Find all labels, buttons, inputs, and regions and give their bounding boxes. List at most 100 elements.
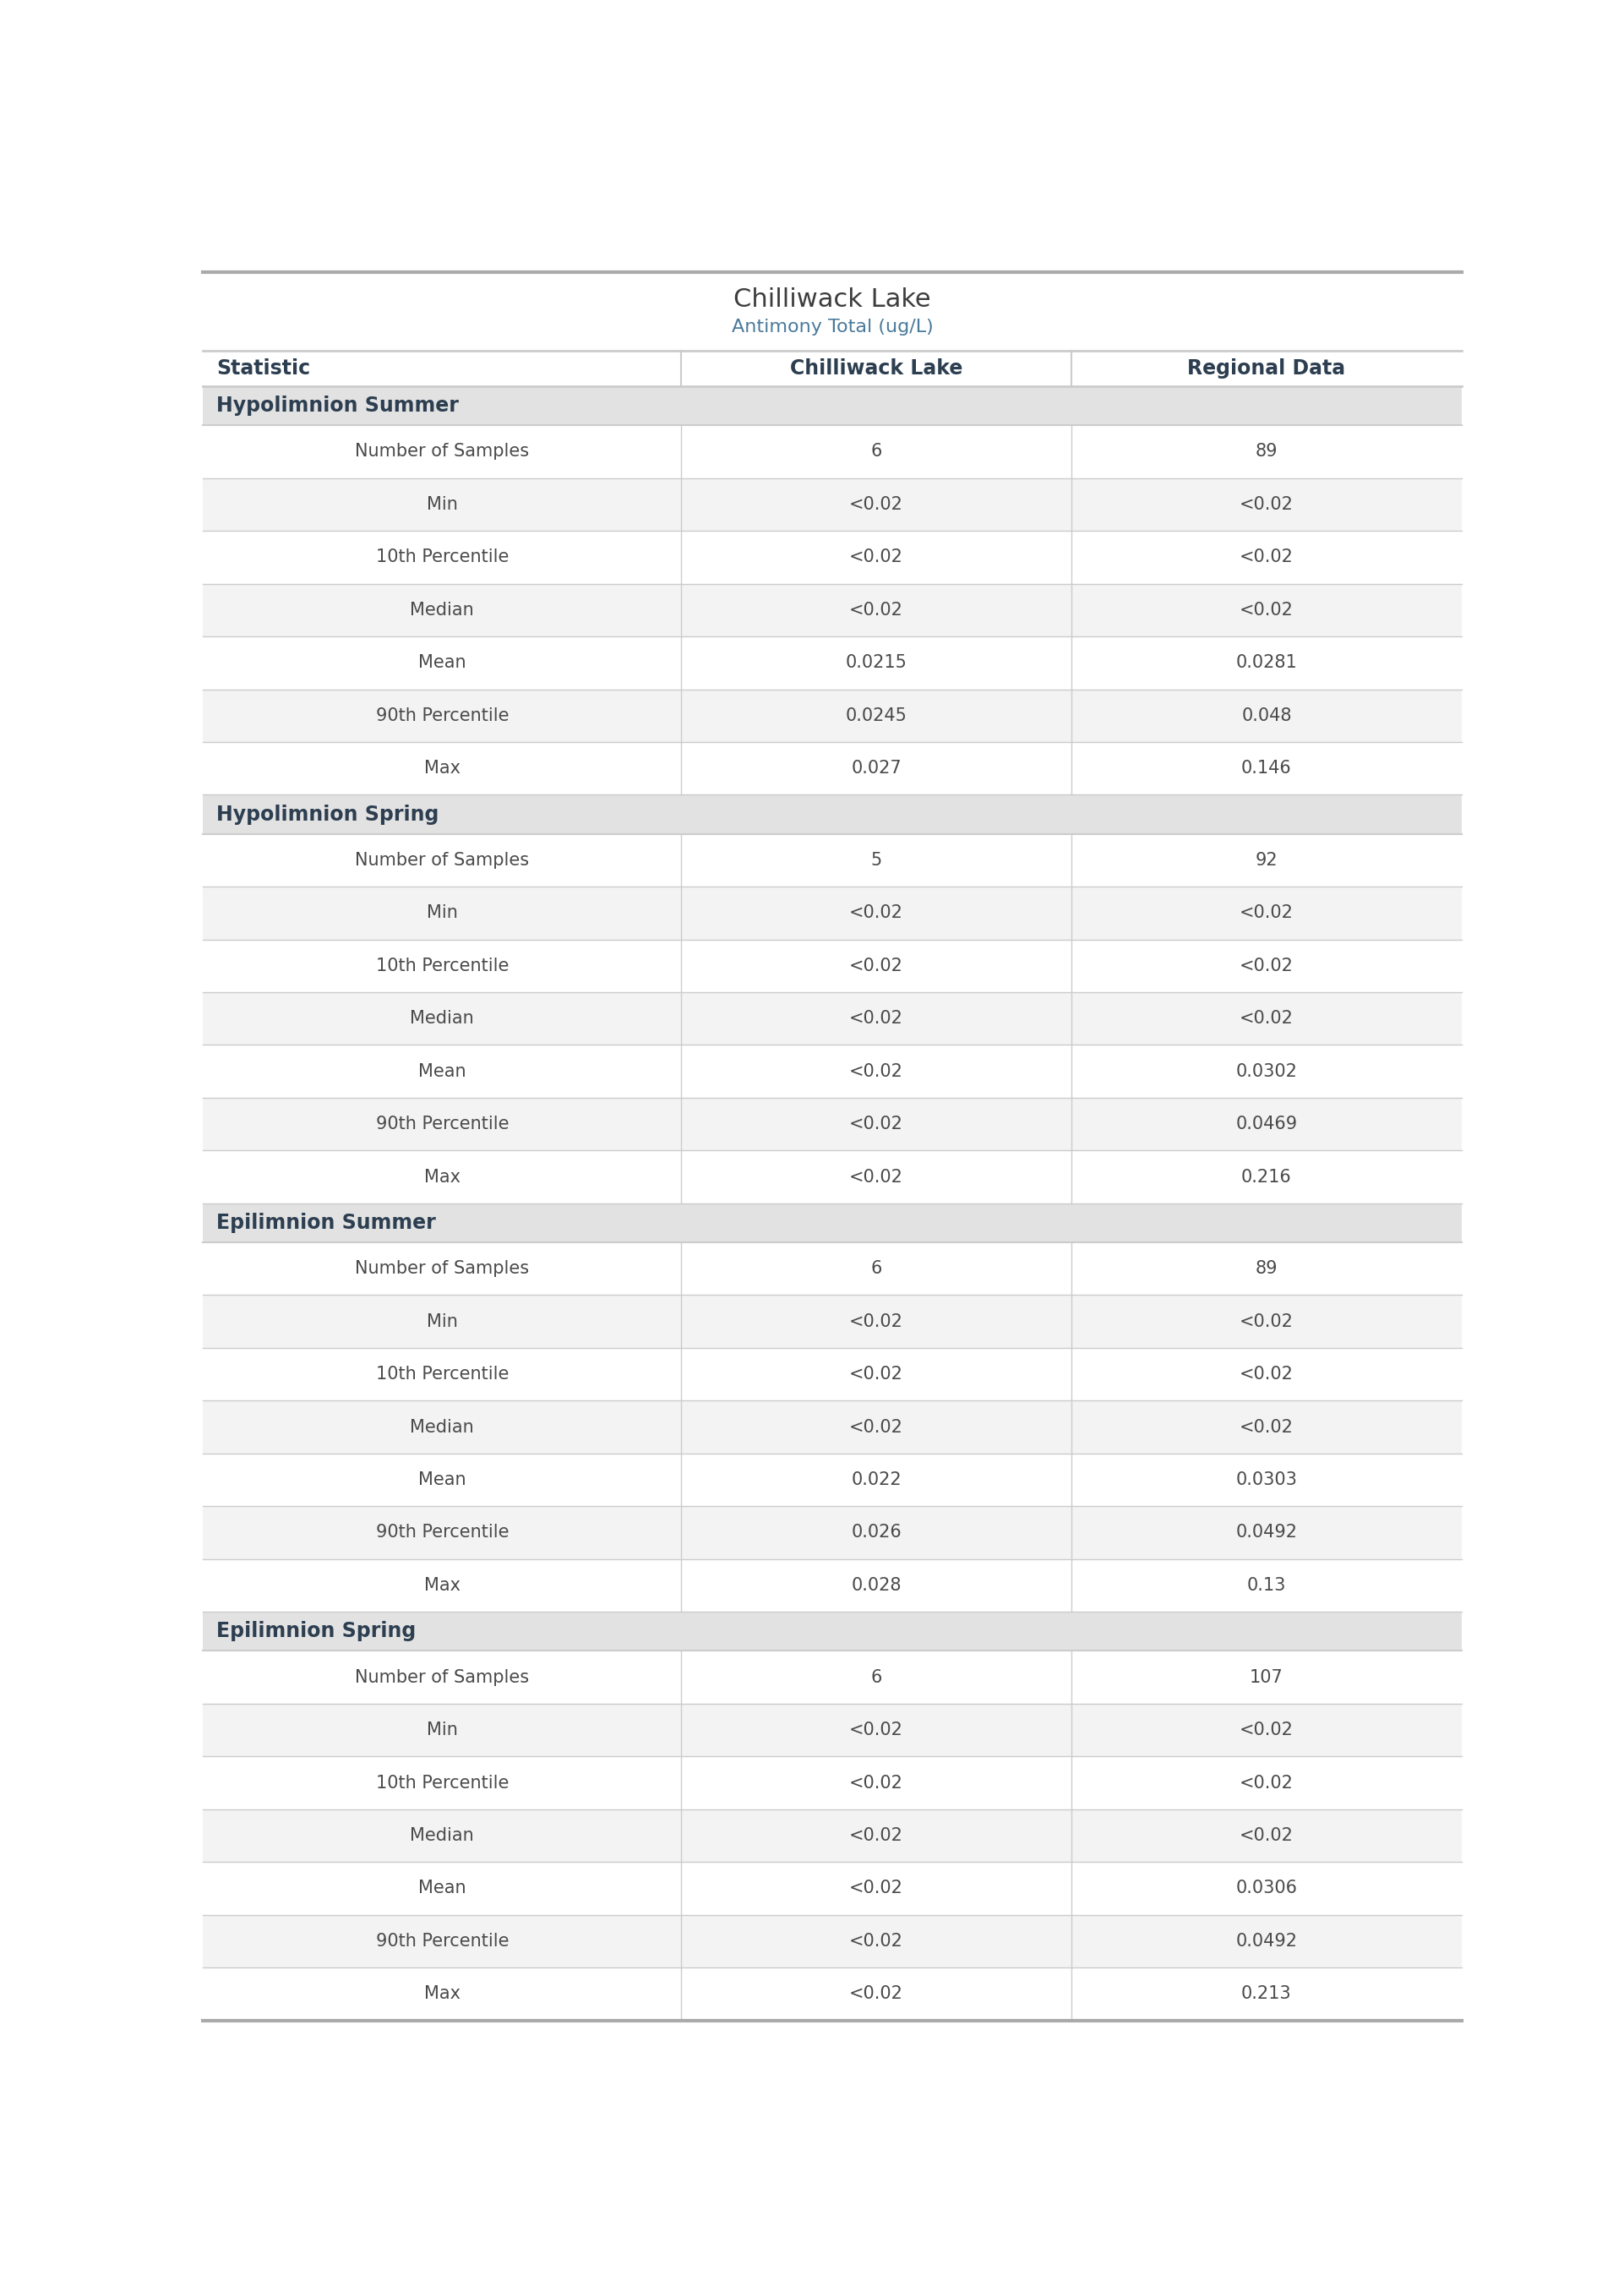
Bar bbox=[203, 1968, 1462, 2020]
Text: <0.02: <0.02 bbox=[849, 1721, 903, 1739]
Text: 0.0302: 0.0302 bbox=[1236, 1062, 1298, 1081]
Text: <0.02: <0.02 bbox=[849, 1062, 903, 1081]
Bar bbox=[203, 583, 1462, 636]
Text: <0.02: <0.02 bbox=[849, 497, 903, 513]
Bar bbox=[203, 1809, 1462, 1861]
Text: 90th Percentile: 90th Percentile bbox=[375, 708, 508, 724]
Text: Min: Min bbox=[427, 497, 458, 513]
Bar bbox=[203, 479, 1462, 531]
Text: Epilimnion Spring: Epilimnion Spring bbox=[216, 1621, 416, 1641]
Text: 0.022: 0.022 bbox=[851, 1471, 901, 1489]
Text: 10th Percentile: 10th Percentile bbox=[375, 549, 508, 565]
Bar bbox=[203, 636, 1462, 690]
Text: Number of Samples: Number of Samples bbox=[356, 851, 529, 869]
Text: 6: 6 bbox=[870, 443, 882, 461]
Text: Regional Data: Regional Data bbox=[1187, 359, 1346, 379]
Text: <0.02: <0.02 bbox=[1239, 497, 1293, 513]
Text: <0.02: <0.02 bbox=[1239, 958, 1293, 974]
Text: 90th Percentile: 90th Percentile bbox=[375, 1932, 508, 1950]
Text: 89: 89 bbox=[1255, 443, 1278, 461]
Text: Number of Samples: Number of Samples bbox=[356, 1668, 529, 1687]
Text: <0.02: <0.02 bbox=[849, 1827, 903, 1843]
Bar bbox=[203, 1861, 1462, 1914]
Bar bbox=[203, 833, 1462, 888]
Text: 0.213: 0.213 bbox=[1241, 1986, 1291, 2002]
Text: <0.02: <0.02 bbox=[849, 602, 903, 617]
Text: <0.02: <0.02 bbox=[849, 958, 903, 974]
Bar bbox=[203, 742, 1462, 794]
Text: 5: 5 bbox=[870, 851, 882, 869]
Text: <0.02: <0.02 bbox=[849, 1775, 903, 1791]
Text: <0.02: <0.02 bbox=[849, 1932, 903, 1950]
Bar bbox=[203, 1612, 1462, 1650]
Text: 10th Percentile: 10th Percentile bbox=[375, 958, 508, 974]
Text: <0.02: <0.02 bbox=[849, 1419, 903, 1435]
Text: 0.026: 0.026 bbox=[851, 1523, 901, 1541]
Text: Max: Max bbox=[424, 1986, 460, 2002]
Text: Epilimnion Summer: Epilimnion Summer bbox=[216, 1212, 435, 1233]
Text: Median: Median bbox=[411, 602, 474, 617]
Text: 0.048: 0.048 bbox=[1241, 708, 1291, 724]
Text: <0.02: <0.02 bbox=[849, 1986, 903, 2002]
Text: Hypolimnion Spring: Hypolimnion Spring bbox=[216, 804, 438, 824]
Text: 0.027: 0.027 bbox=[851, 760, 901, 776]
Text: Chilliwack Lake: Chilliwack Lake bbox=[734, 288, 931, 311]
Bar bbox=[203, 1914, 1462, 1968]
Bar bbox=[203, 1099, 1462, 1151]
Text: <0.02: <0.02 bbox=[849, 903, 903, 922]
Text: <0.02: <0.02 bbox=[1239, 1827, 1293, 1843]
Text: <0.02: <0.02 bbox=[849, 1115, 903, 1133]
Bar bbox=[203, 1203, 1462, 1242]
Text: <0.02: <0.02 bbox=[849, 1880, 903, 1898]
Text: 10th Percentile: 10th Percentile bbox=[375, 1775, 508, 1791]
Text: Antimony Total (ug/L): Antimony Total (ug/L) bbox=[731, 318, 934, 336]
Bar bbox=[203, 690, 1462, 742]
Text: <0.02: <0.02 bbox=[1239, 1721, 1293, 1739]
Text: Number of Samples: Number of Samples bbox=[356, 1260, 529, 1278]
Bar bbox=[203, 1242, 1462, 1296]
Bar bbox=[203, 992, 1462, 1044]
Text: Min: Min bbox=[427, 903, 458, 922]
Bar bbox=[203, 272, 1462, 350]
Text: <0.02: <0.02 bbox=[849, 1010, 903, 1026]
Text: Mean: Mean bbox=[419, 654, 466, 672]
Text: 0.0303: 0.0303 bbox=[1236, 1471, 1298, 1489]
Text: 92: 92 bbox=[1255, 851, 1278, 869]
Text: 0.0215: 0.0215 bbox=[846, 654, 908, 672]
Text: 90th Percentile: 90th Percentile bbox=[375, 1523, 508, 1541]
Bar bbox=[203, 531, 1462, 583]
Text: 10th Percentile: 10th Percentile bbox=[375, 1367, 508, 1382]
Text: 90th Percentile: 90th Percentile bbox=[375, 1115, 508, 1133]
Bar bbox=[203, 1507, 1462, 1559]
Text: 0.146: 0.146 bbox=[1241, 760, 1291, 776]
Bar bbox=[203, 1401, 1462, 1453]
Text: 89: 89 bbox=[1255, 1260, 1278, 1278]
Text: Number of Samples: Number of Samples bbox=[356, 443, 529, 461]
Text: <0.02: <0.02 bbox=[1239, 602, 1293, 617]
Bar bbox=[203, 1453, 1462, 1507]
Text: <0.02: <0.02 bbox=[1239, 1419, 1293, 1435]
Text: <0.02: <0.02 bbox=[849, 549, 903, 565]
Bar bbox=[203, 888, 1462, 940]
Bar bbox=[203, 1296, 1462, 1348]
Text: <0.02: <0.02 bbox=[1239, 549, 1293, 565]
Text: Median: Median bbox=[411, 1419, 474, 1435]
Bar bbox=[203, 1559, 1462, 1612]
Text: Statistic: Statistic bbox=[216, 359, 310, 379]
Text: Max: Max bbox=[424, 1169, 460, 1185]
Text: <0.02: <0.02 bbox=[1239, 1010, 1293, 1026]
Text: <0.02: <0.02 bbox=[1239, 1367, 1293, 1382]
Text: 0.0281: 0.0281 bbox=[1236, 654, 1298, 672]
Text: Mean: Mean bbox=[419, 1471, 466, 1489]
Text: <0.02: <0.02 bbox=[1239, 1312, 1293, 1330]
Bar bbox=[203, 1044, 1462, 1099]
Text: 0.0492: 0.0492 bbox=[1236, 1523, 1298, 1541]
Text: Min: Min bbox=[427, 1312, 458, 1330]
Text: 0.13: 0.13 bbox=[1247, 1578, 1286, 1594]
Text: Mean: Mean bbox=[419, 1880, 466, 1898]
Text: 6: 6 bbox=[870, 1668, 882, 1687]
Bar bbox=[203, 1650, 1462, 1702]
Text: Mean: Mean bbox=[419, 1062, 466, 1081]
Text: Min: Min bbox=[427, 1721, 458, 1739]
Bar bbox=[203, 350, 1462, 386]
